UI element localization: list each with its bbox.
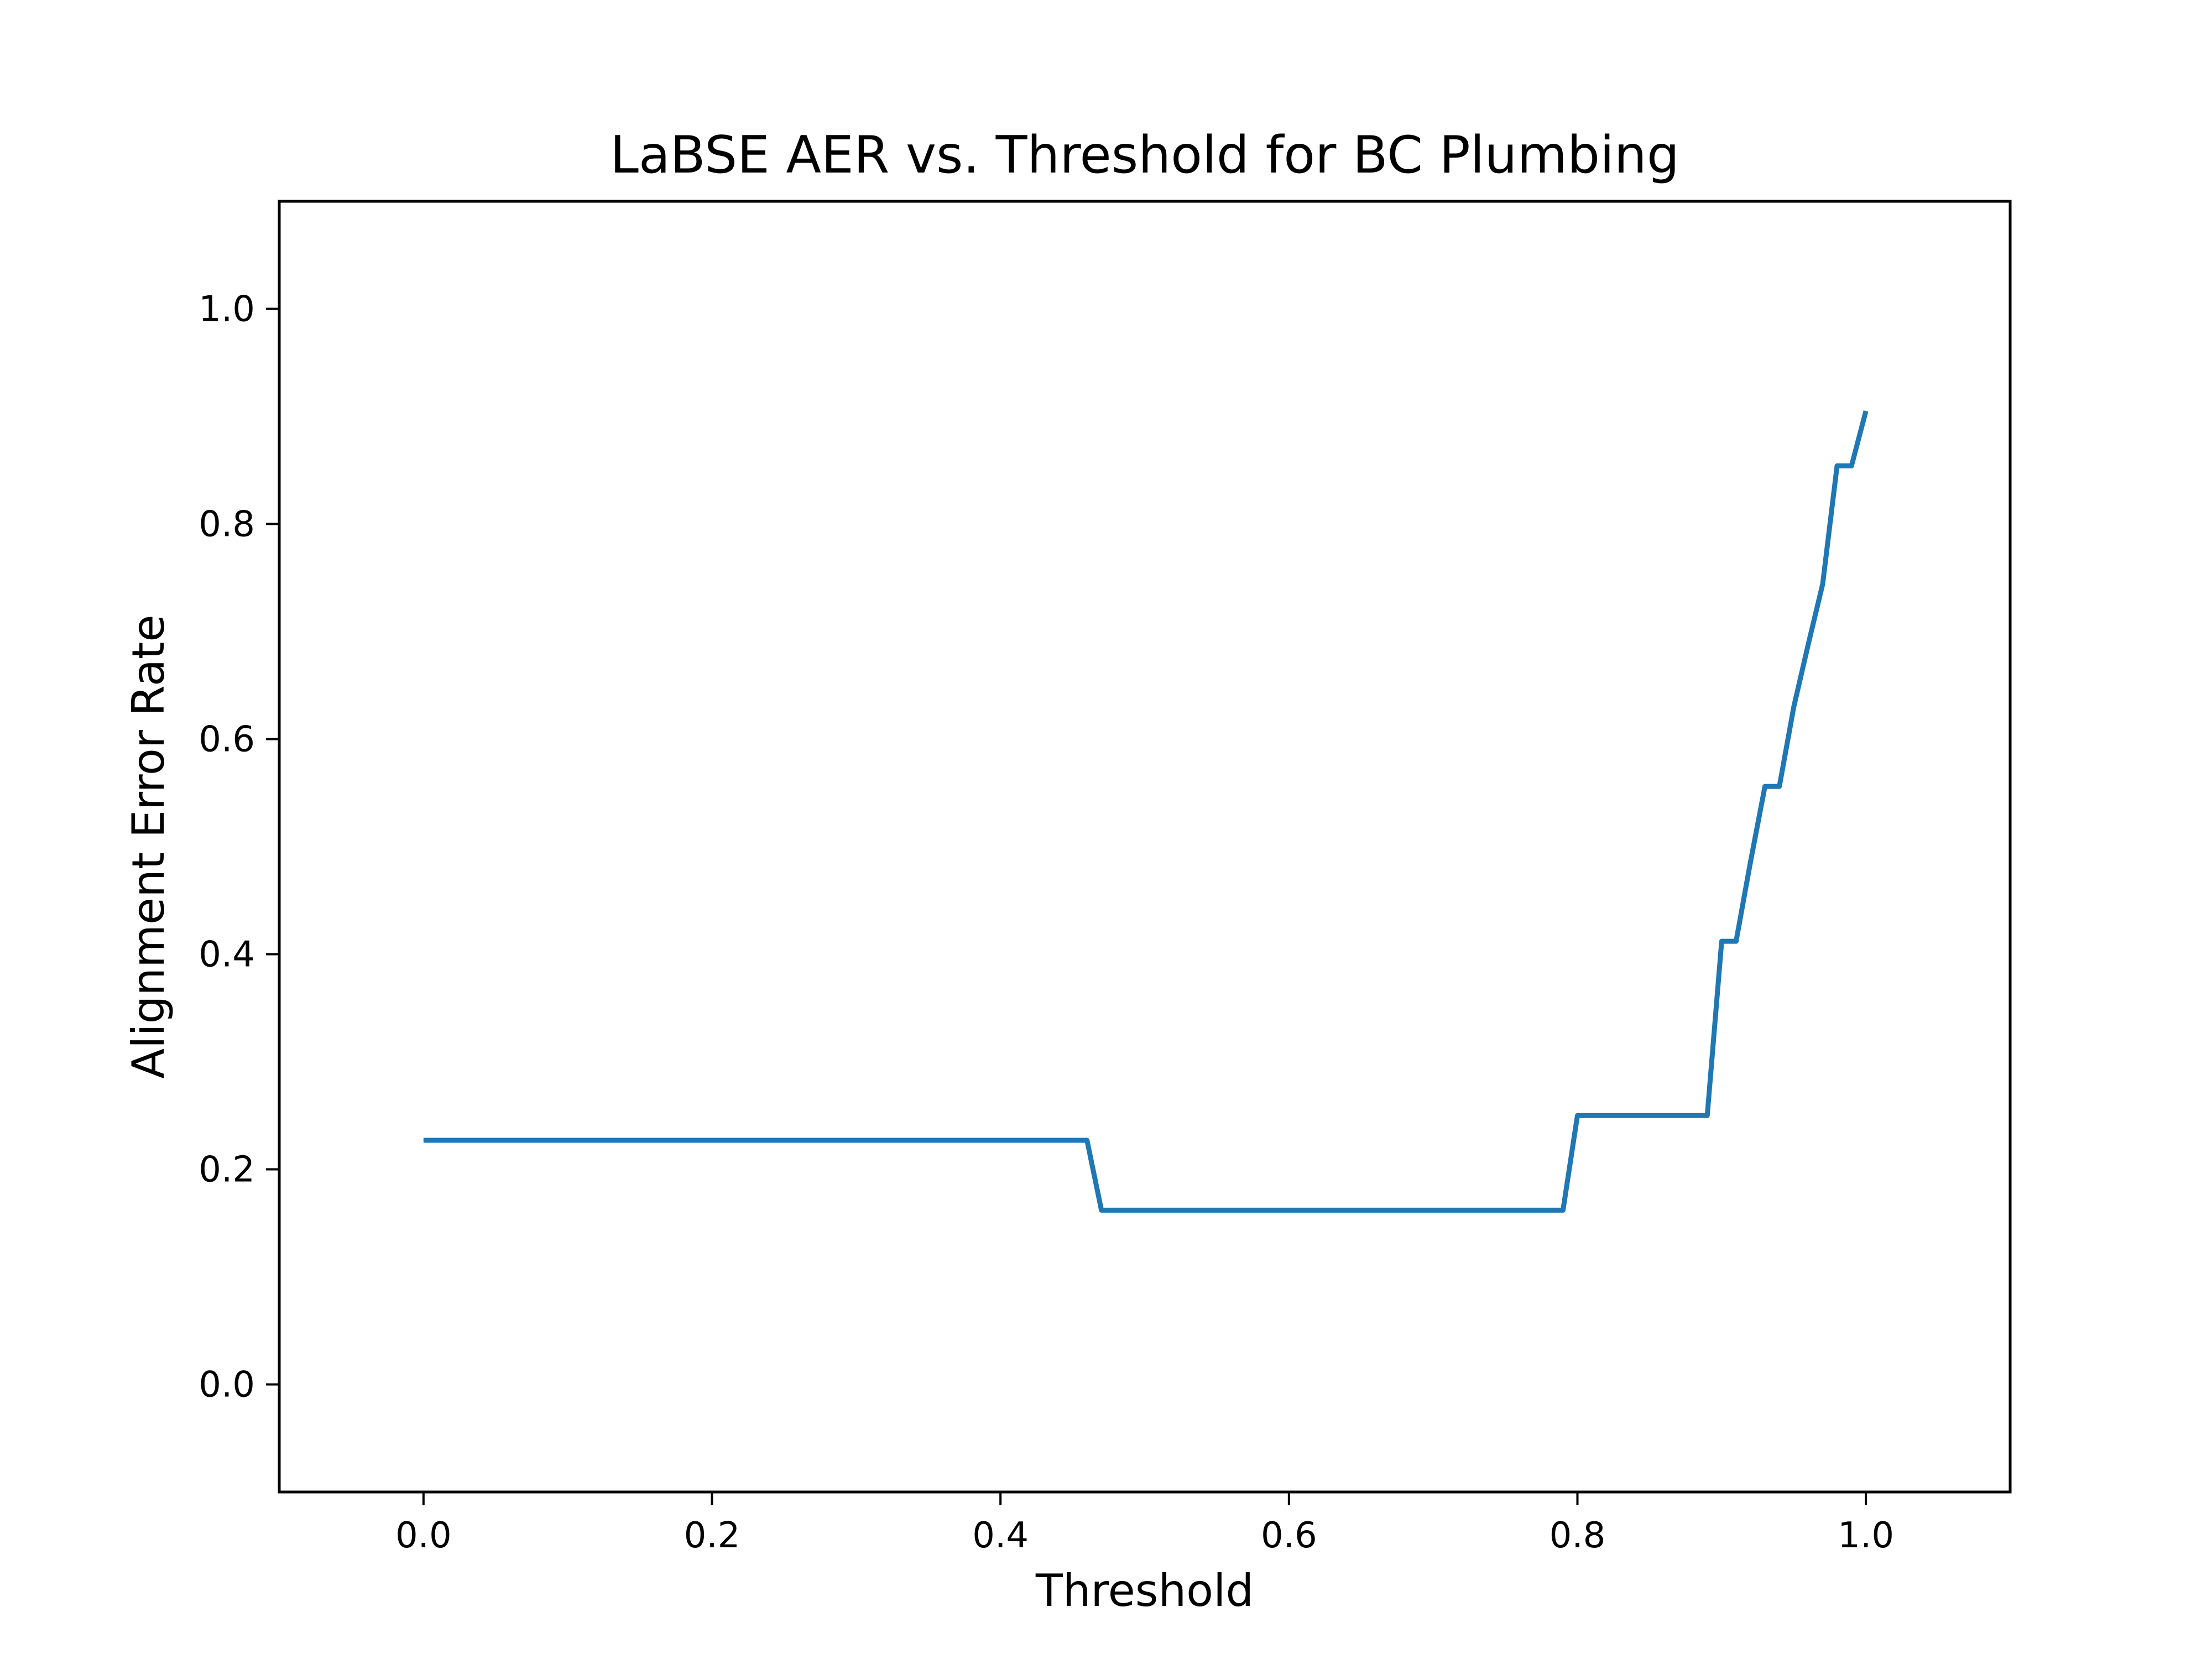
x-tick-label: 0.8 xyxy=(1550,1515,1606,1556)
plot-area xyxy=(423,410,1869,1213)
y-tick-label: 0.6 xyxy=(199,719,255,760)
x-tick-label: 1.0 xyxy=(1838,1515,1894,1556)
y-axis-label: Alignment Error Rate xyxy=(123,614,174,1078)
series-line xyxy=(423,410,1869,1213)
x-axis-ticks: 0.0 0.2 0.4 0.6 0.8 1.0 xyxy=(395,1492,1894,1556)
x-tick-label: 0.4 xyxy=(972,1515,1029,1556)
x-tick-label: 0.2 xyxy=(684,1515,740,1556)
x-tick-label: 0.0 xyxy=(395,1515,452,1556)
y-tick-label: 0.2 xyxy=(199,1150,255,1191)
y-axis-ticks: 0.0 0.2 0.4 0.6 0.8 1.0 xyxy=(199,289,279,1406)
y-tick-label: 0.8 xyxy=(199,504,255,545)
y-tick-label: 0.0 xyxy=(199,1365,255,1406)
chart-title: LaBSE AER vs. Threshold for BC Plumbing xyxy=(610,125,1679,185)
y-tick-label: 1.0 xyxy=(199,289,255,330)
x-tick-label: 0.6 xyxy=(1261,1515,1317,1556)
x-axis-label: Threshold xyxy=(1035,1565,1254,1616)
y-tick-label: 0.4 xyxy=(199,935,255,975)
plot-frame xyxy=(278,200,2012,1494)
